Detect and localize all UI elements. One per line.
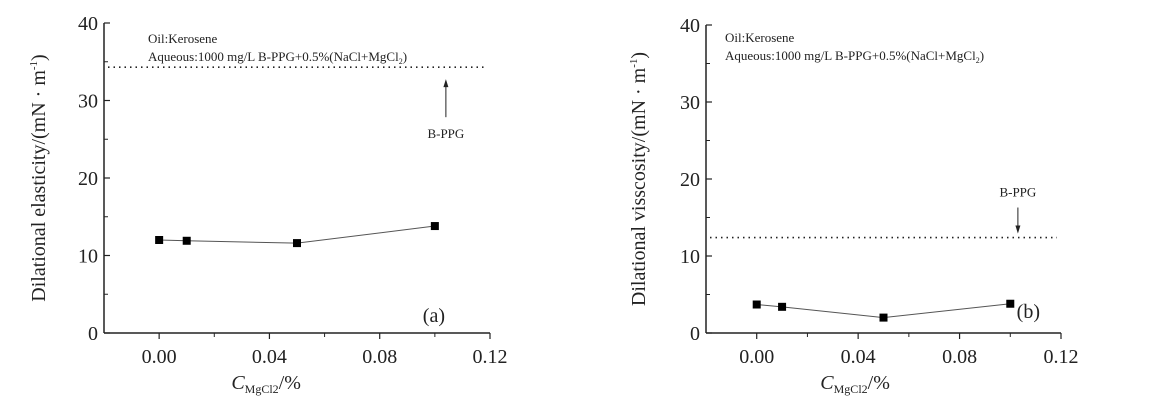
x-axis-label: CMgCl2/% — [231, 372, 301, 396]
data-point — [430, 222, 439, 231]
y-tick-label: 30 — [78, 91, 98, 113]
y-tick-label: 40 — [680, 15, 700, 37]
y-tick-label: 20 — [78, 168, 98, 190]
annotation-text: Aqueous:1000 mg/L B-PPG+0.5%(NaCl+MgCl — [725, 48, 976, 63]
annotation-oil: Oil:Kerosene — [148, 31, 218, 46]
x-tick-label: 0.08 — [942, 346, 977, 368]
y-axis-label: Dilational elasticity/(mN · m-1) — [28, 54, 50, 301]
data-point — [293, 239, 301, 248]
arrow-down-icon — [1015, 225, 1021, 234]
x-tick-label: 0.00 — [739, 346, 774, 368]
data-point — [182, 236, 191, 245]
x-label-main: C — [820, 372, 834, 394]
data-point — [752, 300, 761, 309]
data-line — [756, 303, 1011, 319]
annotation-aqueous: Aqueous:1000 mg/L B-PPG+0.5%(NaCl+MgCl2) — [148, 49, 407, 66]
annotation-oil: Oil:Kerosene — [725, 30, 795, 45]
x-label-sub: MgCl2 — [834, 382, 868, 396]
x-tick-label: 0.12 — [473, 346, 508, 368]
y-tick-label: 0 — [690, 323, 700, 345]
annotation-sub: 2 — [399, 57, 403, 66]
y-tick-label: 10 — [78, 246, 98, 268]
x-tick-label: 0.00 — [142, 346, 177, 368]
data-point — [155, 236, 164, 244]
reference-label: B-PPG — [427, 126, 464, 141]
y-label-text: Dilational elasticity/(mN · m — [28, 70, 50, 302]
annotation-text: Aqueous:1000 mg/L B-PPG+0.5%(NaCl+MgCl — [148, 49, 399, 64]
panel-label: (a) — [423, 305, 445, 327]
x-label-main: C — [231, 372, 245, 394]
y-tick-label: 10 — [680, 246, 700, 268]
x-tick-label: 0.04 — [841, 346, 876, 368]
y-tick-label: 20 — [680, 169, 700, 191]
y-label-text: Dilational visscosity/(mN · m — [628, 67, 650, 306]
data-line — [159, 225, 435, 244]
x-label-sub: MgCl2 — [245, 382, 279, 396]
data-point — [1006, 299, 1015, 308]
annotation-close: ) — [403, 49, 407, 64]
x-tick-label: 0.12 — [1044, 346, 1079, 368]
y-label-close: ) — [28, 54, 50, 61]
x-tick-label: 0.04 — [252, 346, 287, 368]
y-tick-label: 0 — [88, 323, 98, 345]
y-tick-label: 30 — [680, 92, 700, 114]
y-axis-label: Dilational visscosity/(mN · m-1) — [628, 52, 650, 306]
x-label-unit: /% — [868, 372, 890, 394]
annotation-aqueous: Aqueous:1000 mg/L B-PPG+0.5%(NaCl+MgCl2) — [725, 48, 984, 65]
x-axis-label: CMgCl2/% — [820, 372, 890, 396]
data-point — [879, 313, 888, 322]
reference-label: B-PPG — [999, 185, 1036, 200]
annotation-sub: 2 — [976, 56, 980, 65]
panel-label: (b) — [1017, 301, 1040, 323]
y-label-sup: -1 — [628, 59, 640, 68]
annotation-close: ) — [980, 48, 984, 63]
y-label-close: ) — [628, 52, 650, 59]
arrow-up-icon — [443, 79, 449, 88]
x-tick-label: 0.08 — [362, 346, 397, 368]
chart-panel-a: 0 10 20 30 40 0.00 0.04 0.08 0.12 CMgCl2/% Dilatio… — [28, 13, 508, 396]
y-tick-label: 40 — [78, 13, 98, 35]
chart-panel-b: 0 10 20 30 40 0.00 0.04 0.08 0.12 CMgCl2/% Dilatio… — [628, 15, 1079, 396]
y-label-sup: -1 — [28, 61, 40, 70]
x-label-unit: /% — [279, 372, 301, 394]
data-point — [778, 302, 787, 311]
